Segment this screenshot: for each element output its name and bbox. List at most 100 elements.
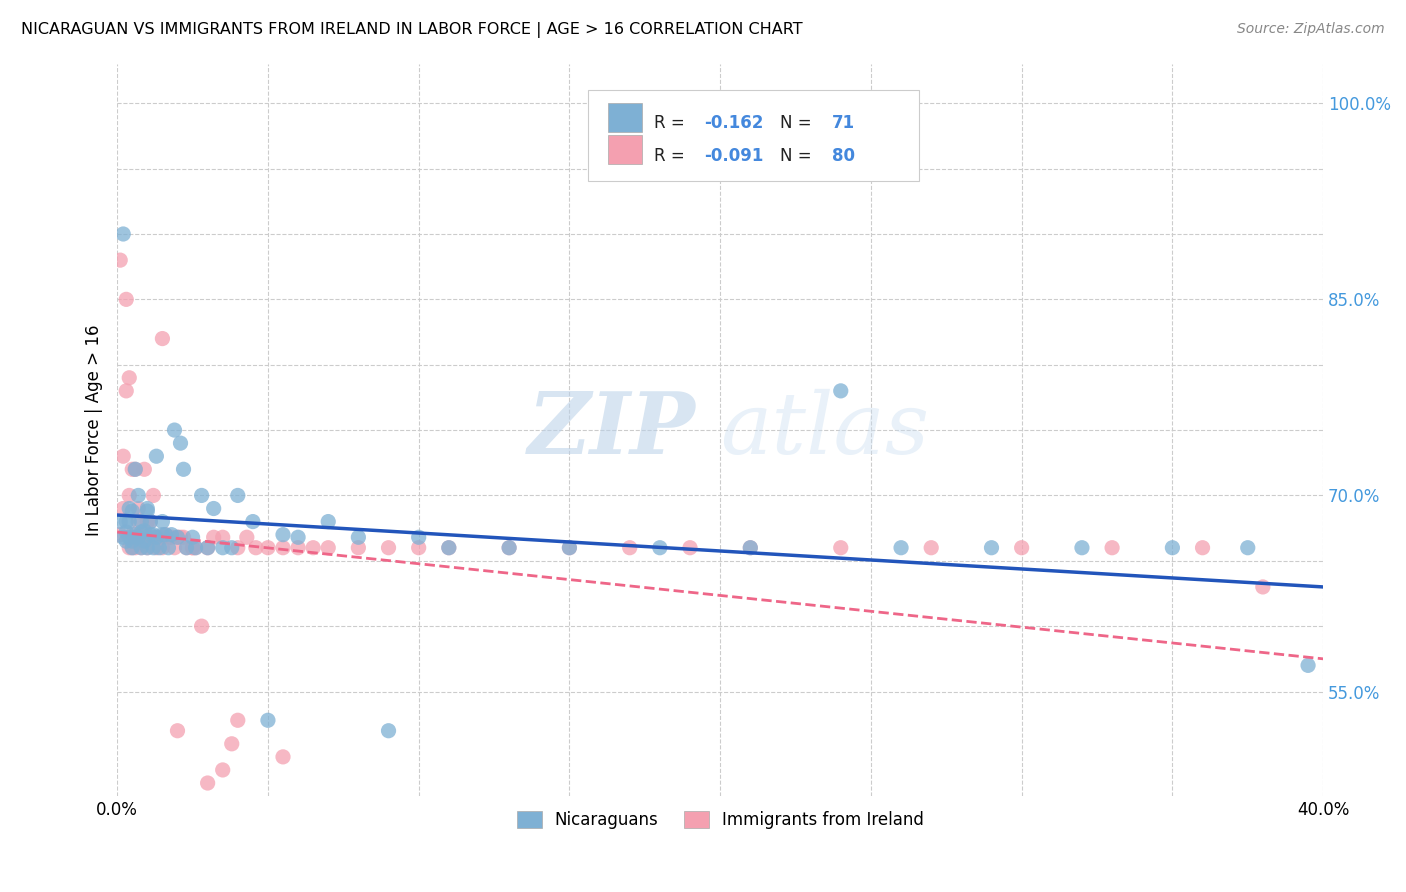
Point <box>202 501 225 516</box>
Point <box>160 530 183 544</box>
Point <box>202 530 225 544</box>
Point <box>242 515 264 529</box>
Point <box>163 541 186 555</box>
Point <box>184 541 207 555</box>
Point <box>142 541 165 555</box>
Point <box>980 541 1002 555</box>
Point <box>127 501 149 516</box>
Point <box>226 713 249 727</box>
Point <box>176 541 198 555</box>
Point <box>155 527 177 541</box>
Y-axis label: In Labor Force | Age > 16: In Labor Force | Age > 16 <box>86 325 103 536</box>
Point <box>271 541 294 555</box>
Point <box>160 527 183 541</box>
Point <box>136 541 159 555</box>
Point <box>142 530 165 544</box>
Point <box>115 293 138 307</box>
Point <box>830 541 852 555</box>
Point <box>166 530 188 544</box>
Text: ZIP: ZIP <box>529 388 696 472</box>
Point <box>740 541 762 555</box>
Point <box>648 541 671 555</box>
Point <box>226 541 249 555</box>
Text: N =: N = <box>780 146 817 164</box>
Legend: Nicaraguans, Immigrants from Ireland: Nicaraguans, Immigrants from Ireland <box>510 804 931 835</box>
Point <box>166 723 188 738</box>
Point <box>124 527 146 541</box>
Point <box>316 515 339 529</box>
Point <box>134 534 156 549</box>
Point <box>121 504 143 518</box>
Point <box>197 541 219 555</box>
Point <box>408 541 430 555</box>
Point <box>124 462 146 476</box>
Point <box>197 541 219 555</box>
Text: -0.091: -0.091 <box>704 146 763 164</box>
Point <box>145 449 167 463</box>
Text: 71: 71 <box>832 114 855 132</box>
Point <box>152 332 174 346</box>
Point <box>1236 541 1258 555</box>
Point <box>287 541 309 555</box>
Point <box>316 541 339 555</box>
Point <box>118 371 141 385</box>
Point <box>139 515 162 529</box>
Text: -0.162: -0.162 <box>704 114 763 132</box>
Point <box>181 530 204 544</box>
Point <box>142 527 165 541</box>
Point <box>121 462 143 476</box>
Point <box>121 541 143 555</box>
Point <box>271 527 294 541</box>
Point <box>124 462 146 476</box>
Point <box>152 515 174 529</box>
FancyBboxPatch shape <box>607 135 641 164</box>
Point <box>1251 580 1274 594</box>
Point <box>558 541 581 555</box>
Point <box>139 515 162 529</box>
Point <box>127 530 149 544</box>
Point <box>112 530 135 544</box>
Text: N =: N = <box>780 114 817 132</box>
Point <box>173 530 195 544</box>
Point <box>136 530 159 544</box>
Point <box>271 750 294 764</box>
Point <box>124 530 146 544</box>
Point <box>157 541 180 555</box>
Text: R =: R = <box>654 146 690 164</box>
Point <box>148 541 170 555</box>
Point <box>830 384 852 398</box>
Point <box>131 541 153 555</box>
Point <box>136 515 159 529</box>
Text: R =: R = <box>654 114 690 132</box>
Point <box>152 527 174 541</box>
Point <box>226 488 249 502</box>
Point <box>115 384 138 398</box>
Point <box>148 530 170 544</box>
Point <box>236 530 259 544</box>
Point <box>558 541 581 555</box>
Point <box>131 541 153 555</box>
Point <box>197 776 219 790</box>
Point <box>118 530 141 544</box>
Point <box>124 541 146 555</box>
Point <box>498 541 520 555</box>
Point <box>619 541 641 555</box>
Text: atlas: atlas <box>720 389 929 471</box>
Point <box>108 253 131 268</box>
Point <box>131 524 153 539</box>
Point <box>408 530 430 544</box>
Point <box>152 530 174 544</box>
Point <box>127 488 149 502</box>
Text: 80: 80 <box>832 146 855 164</box>
Point <box>184 541 207 555</box>
Point <box>1296 658 1319 673</box>
Point <box>139 530 162 544</box>
Point <box>245 541 267 555</box>
Point <box>155 527 177 541</box>
Point <box>127 530 149 544</box>
Point <box>377 541 399 555</box>
Point <box>190 619 212 633</box>
Point <box>1191 541 1213 555</box>
Point <box>257 713 280 727</box>
Point <box>740 541 762 555</box>
